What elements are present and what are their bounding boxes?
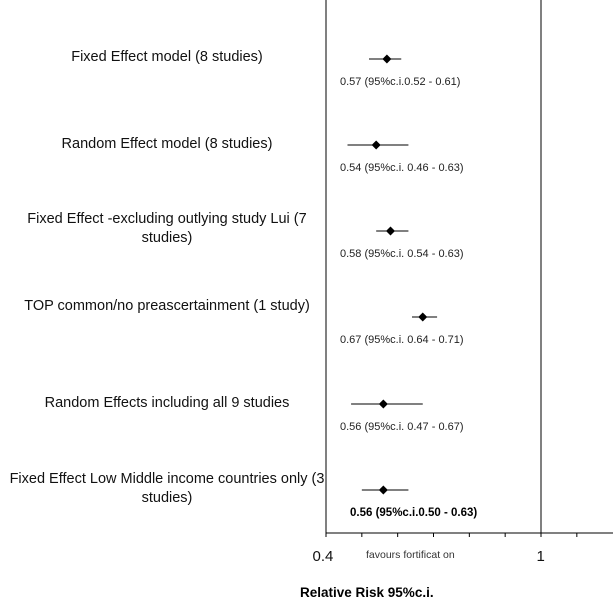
row-label: Fixed Effect Low Middle income countries… [9,471,325,506]
ci-text: 0.67 (95%c.i. 0.64 - 0.71) [340,334,464,346]
row-label: Random Effect model (8 studies) [61,136,273,152]
point-estimate-marker [378,485,388,495]
point-estimate-marker [382,54,392,64]
ci-text: 0.54 (95%c.i. 0.46 - 0.63) [340,162,464,174]
ci-text: 0.56 (95%c.i.0.50 - 0.63) [350,507,478,519]
point-estimate-marker [418,312,428,322]
region-label: favours fortificat on [366,549,455,561]
x-axis-title: Relative Risk 95%c.i. [300,585,434,600]
row-label: TOP common/no preascertainment (1 study) [24,298,310,314]
point-estimate-marker [386,226,395,236]
ci-text: 0.58 (95%c.i. 0.54 - 0.63) [340,248,464,260]
ci-text: 0.56 (95%c.i. 0.47 - 0.67) [340,421,464,433]
row-label: Random Effects including all 9 studies [44,395,290,411]
ci-text: 0.57 (95%c.i.0.52 - 0.61) [340,76,461,88]
point-estimate-marker [378,399,388,409]
row-label: Fixed Effect model (8 studies) [71,49,263,65]
x-tick-label: 0.4 [312,548,334,565]
x-tick-label: 1 [536,548,545,565]
row-label: Fixed Effect -excluding outlying study L… [27,211,307,246]
point-estimate-marker [371,140,381,150]
